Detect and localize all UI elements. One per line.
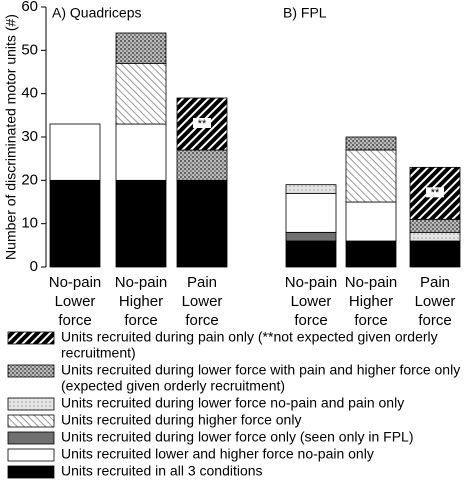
x-tick-label: force xyxy=(294,312,327,329)
legend-label: Units recruited during higher force only xyxy=(61,412,301,428)
legend-swatch xyxy=(7,448,55,462)
y-tick-label: 0 xyxy=(30,258,38,275)
bar-segment xyxy=(49,179,101,268)
x-tick-label: Lower xyxy=(55,293,96,310)
bar-segment xyxy=(176,149,228,181)
y-axis-label: Number of discriminated motor units (#) xyxy=(3,14,19,260)
legend-swatch xyxy=(7,465,55,479)
bar-segment xyxy=(115,32,167,64)
x-tick-label: force xyxy=(185,312,218,329)
y-tick-label: 30 xyxy=(21,128,38,145)
bar-segment xyxy=(115,179,167,268)
x-tick-label: Lower xyxy=(291,293,332,310)
legend-label: Units recruited during lower force only … xyxy=(61,429,414,445)
annotation: ** xyxy=(198,118,207,130)
x-tick-label: force xyxy=(418,312,451,329)
annotation: ** xyxy=(431,187,440,199)
legend-swatch xyxy=(7,397,55,411)
legend-label: Units recruited during pain only (**not … xyxy=(61,329,438,345)
bar-segment xyxy=(409,218,461,233)
bar-segment xyxy=(345,201,397,242)
x-tick-label: Higher xyxy=(349,293,393,310)
bar-segment xyxy=(345,240,397,268)
legend-swatch xyxy=(7,414,55,428)
x-tick-label: Higher xyxy=(119,293,163,310)
x-tick-label: No-pain xyxy=(345,274,398,291)
y-tick-label: 40 xyxy=(21,85,38,102)
annotation-bg xyxy=(193,118,211,128)
y-tick-label: 50 xyxy=(21,41,38,58)
x-tick-label: No-pain xyxy=(285,274,338,291)
x-tick-label: Pain xyxy=(420,274,450,291)
x-tick-label: force xyxy=(354,312,387,329)
panel-title: A) Quadriceps xyxy=(52,5,141,21)
bar-segment xyxy=(285,184,337,194)
panel-title: B) FPL xyxy=(283,5,327,21)
annotation-bg xyxy=(426,187,444,198)
x-tick-label: No-pain xyxy=(49,274,102,291)
bar-segment xyxy=(345,136,397,151)
bar-segment xyxy=(49,123,101,181)
y-tick-label: 60 xyxy=(21,0,38,15)
x-tick-label: force xyxy=(124,312,157,329)
legend-swatch xyxy=(7,364,55,378)
bar-segment xyxy=(115,62,167,125)
bar-segment xyxy=(409,240,461,268)
bar-segment xyxy=(285,240,337,268)
bar-segment xyxy=(285,192,337,233)
legend-label: (expected given orderly recruitment) xyxy=(61,378,285,394)
bar-segment xyxy=(409,231,461,242)
legend-label: Units recruited during lower force no-pa… xyxy=(61,395,404,411)
bar-segment xyxy=(345,149,397,203)
y-tick-label: 20 xyxy=(21,171,38,188)
legend-swatch xyxy=(7,331,55,345)
x-tick-label: Pain xyxy=(187,274,217,291)
x-tick-label: Lower xyxy=(415,293,456,310)
bar-segment xyxy=(115,123,167,181)
legend-label: Units recruited in all 3 conditions xyxy=(61,463,263,479)
x-tick-label: Lower xyxy=(182,293,223,310)
x-tick-label: No-pain xyxy=(115,274,168,291)
legend-label: Units recruited lower and higher force n… xyxy=(61,446,374,462)
legend-swatch xyxy=(7,431,55,445)
legend-label: Units recruited during lower force with … xyxy=(61,362,460,378)
y-tick-label: 10 xyxy=(21,215,38,232)
bar-segment xyxy=(285,231,337,242)
legend: Units recruited during pain only (**not … xyxy=(7,329,460,479)
legend-label: recruitment) xyxy=(61,345,136,361)
bar-segment xyxy=(176,179,228,268)
x-tick-label: force xyxy=(58,312,91,329)
